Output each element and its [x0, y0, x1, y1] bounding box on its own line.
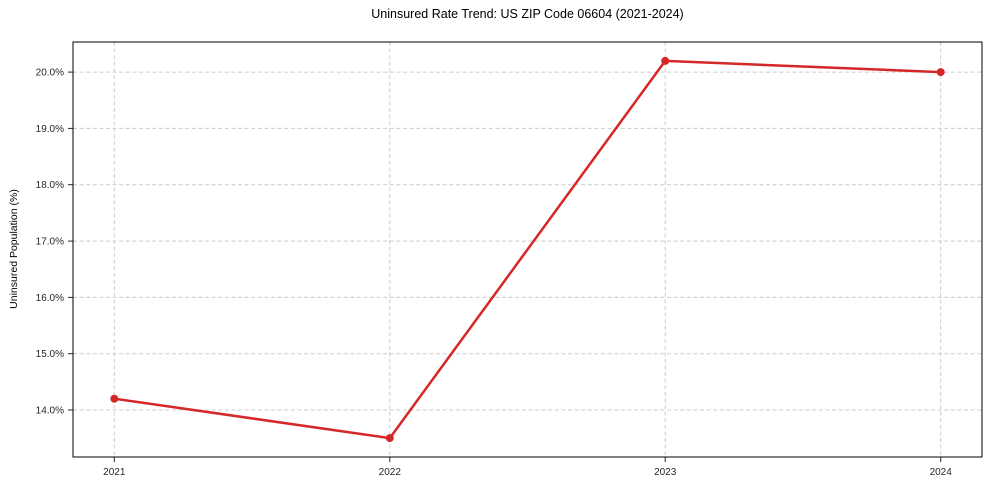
data-point	[936, 68, 945, 77]
x-tick-label: 2023	[654, 467, 677, 478]
y-tick-label: 14.0%	[36, 406, 64, 417]
trend-line	[113, 59, 942, 440]
x-tick-label: 2022	[379, 467, 402, 478]
y-tick-label: 18.0%	[36, 180, 64, 191]
y-tick-label: 15.0%	[36, 349, 64, 360]
data-point	[661, 56, 670, 65]
y-tick-label: 20.0%	[36, 68, 64, 79]
data-point	[385, 434, 394, 443]
x-tick-label: 2021	[103, 467, 126, 478]
plot-border	[72, 41, 983, 458]
y-tick-label: 19.0%	[36, 124, 64, 135]
y-tick-label: 16.0%	[36, 293, 64, 304]
x-tick-label: 2024	[930, 467, 953, 478]
data-point	[110, 394, 119, 403]
chart-title: Uninsured Rate Trend: US ZIP Code 06604 …	[371, 7, 684, 21]
y-tick-label: 17.0%	[36, 237, 64, 248]
